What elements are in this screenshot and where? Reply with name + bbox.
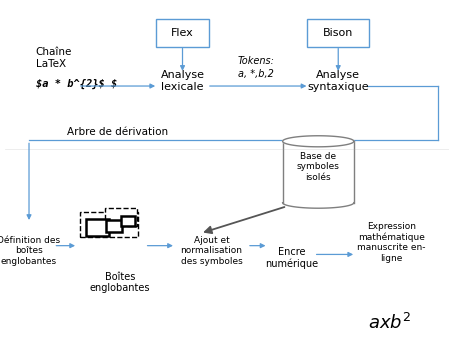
Bar [105,208,137,226]
Bar [86,219,109,236]
FancyBboxPatch shape [307,19,370,47]
Text: Bison: Bison [323,28,353,38]
FancyBboxPatch shape [156,19,209,47]
Text: a, *,b,2: a, *,b,2 [238,69,274,79]
Text: Arbre de dérivation: Arbre de dérivation [67,127,168,137]
Text: Expression
mathématique
manuscrite en-
ligne: Expression mathématique manuscrite en- l… [357,222,426,262]
Text: Encre
numérique: Encre numérique [265,247,318,269]
Bar [80,212,138,237]
Text: Définition des
boîtes
englobantes: Définition des boîtes englobantes [0,236,60,266]
Bar [106,219,122,232]
Polygon shape [283,136,354,147]
Text: Flex: Flex [171,28,194,38]
Text: Base de
symboles
isolés: Base de symboles isolés [297,152,340,182]
Text: $a * b^{2}$ $: $a * b^{2}$ $ [36,79,117,90]
Text: Analyse
lexicale: Analyse lexicale [161,70,204,92]
Text: Ajout et
normalisation
des symboles: Ajout et normalisation des symboles [180,236,242,266]
Text: $axb^2$: $axb^2$ [368,313,411,333]
Bar [121,216,135,226]
Text: Boîtes
englobantes: Boîtes englobantes [90,272,150,293]
Text: Tokens:: Tokens: [237,57,274,67]
Text: Chaîne
LaTeX: Chaîne LaTeX [36,47,72,69]
Text: Analyse
syntaxique: Analyse syntaxique [307,70,369,92]
